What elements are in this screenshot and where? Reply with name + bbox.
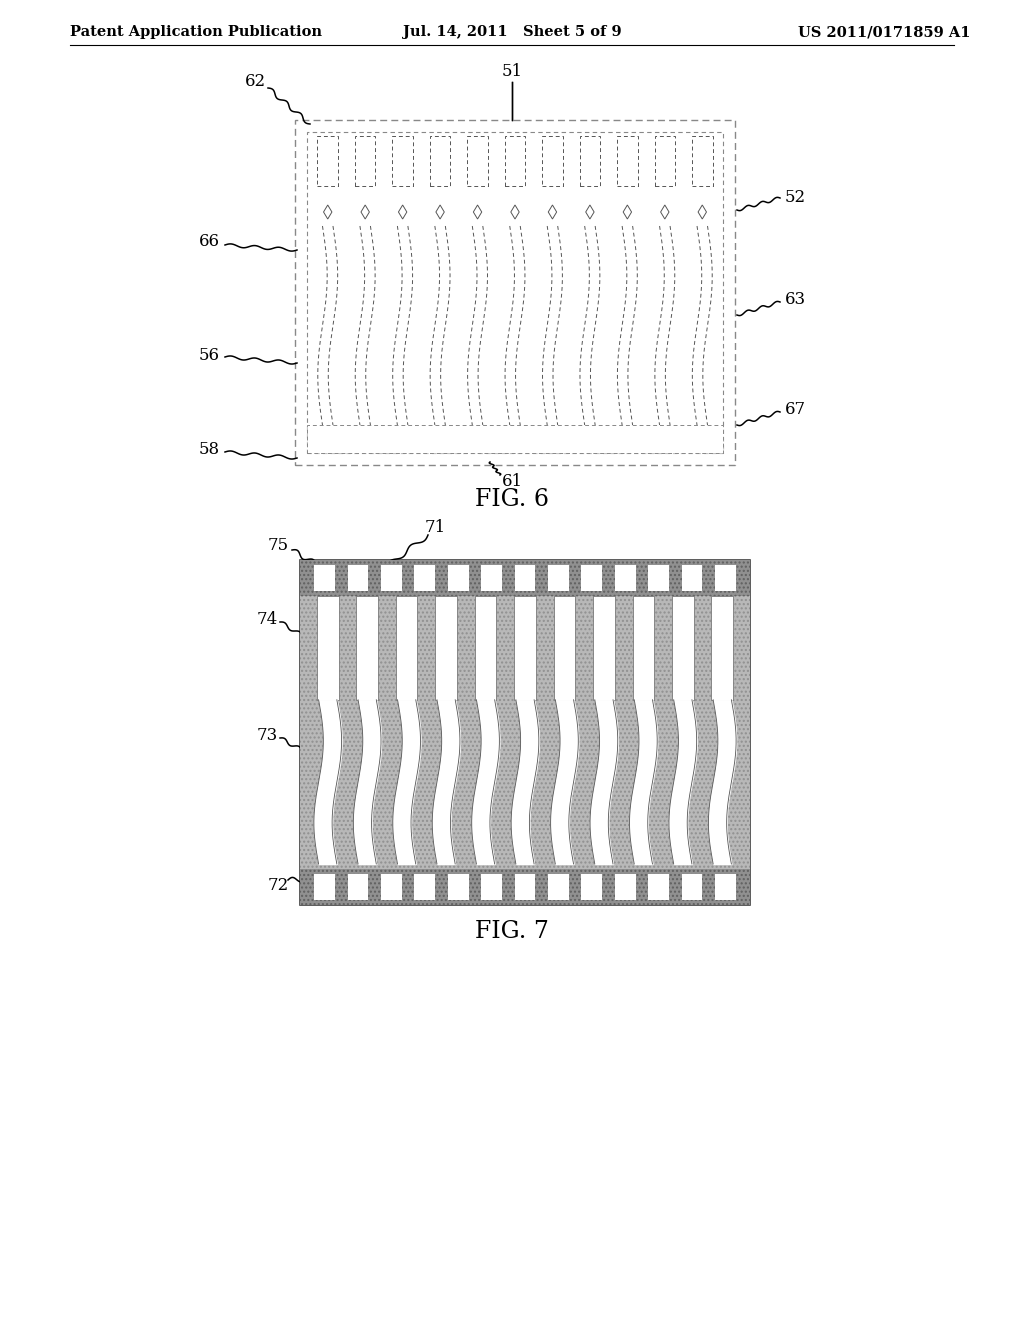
Bar bbox=[614, 565, 636, 591]
Bar bbox=[682, 874, 702, 900]
Bar bbox=[348, 874, 369, 900]
Bar bbox=[582, 874, 602, 900]
Text: 67: 67 bbox=[785, 401, 806, 418]
Bar bbox=[515, 874, 536, 900]
FancyBboxPatch shape bbox=[580, 136, 600, 186]
Bar bbox=[712, 597, 733, 700]
Bar bbox=[415, 565, 435, 591]
Bar bbox=[435, 597, 457, 700]
Text: 52: 52 bbox=[785, 190, 806, 206]
Bar bbox=[356, 597, 378, 700]
Bar bbox=[648, 874, 669, 900]
Text: 56: 56 bbox=[199, 346, 220, 363]
Bar bbox=[447, 565, 469, 591]
FancyBboxPatch shape bbox=[654, 136, 675, 186]
Bar bbox=[300, 597, 750, 869]
Text: FIG. 7: FIG. 7 bbox=[475, 920, 549, 944]
Bar bbox=[314, 565, 335, 591]
Bar bbox=[715, 565, 735, 591]
Bar bbox=[481, 565, 502, 591]
FancyBboxPatch shape bbox=[392, 136, 413, 186]
FancyBboxPatch shape bbox=[617, 136, 638, 186]
Bar bbox=[682, 565, 702, 591]
Bar bbox=[481, 874, 502, 900]
FancyBboxPatch shape bbox=[505, 136, 525, 186]
Bar bbox=[475, 597, 497, 700]
Bar bbox=[633, 597, 654, 700]
Text: 62: 62 bbox=[245, 74, 265, 91]
Bar bbox=[316, 597, 339, 700]
Bar bbox=[548, 565, 568, 591]
Text: 72: 72 bbox=[267, 876, 289, 894]
Bar bbox=[300, 560, 750, 597]
Text: 51: 51 bbox=[502, 63, 522, 81]
Bar bbox=[582, 565, 602, 591]
FancyBboxPatch shape bbox=[467, 136, 487, 186]
Bar bbox=[548, 874, 568, 900]
FancyBboxPatch shape bbox=[692, 136, 713, 186]
Bar bbox=[300, 560, 750, 597]
Bar bbox=[314, 874, 335, 900]
FancyBboxPatch shape bbox=[430, 136, 451, 186]
Bar bbox=[348, 565, 369, 591]
Bar bbox=[715, 874, 735, 900]
Text: 71: 71 bbox=[424, 520, 445, 536]
Bar bbox=[554, 597, 575, 700]
Bar bbox=[614, 874, 636, 900]
Bar bbox=[381, 874, 401, 900]
Bar bbox=[300, 869, 750, 906]
Bar bbox=[672, 597, 693, 700]
Text: Jul. 14, 2011   Sheet 5 of 9: Jul. 14, 2011 Sheet 5 of 9 bbox=[402, 25, 622, 40]
Bar bbox=[593, 597, 614, 700]
Bar bbox=[300, 560, 750, 906]
Bar bbox=[381, 565, 401, 591]
Bar bbox=[300, 597, 750, 869]
Bar bbox=[648, 565, 669, 591]
FancyBboxPatch shape bbox=[542, 136, 563, 186]
FancyBboxPatch shape bbox=[307, 425, 723, 453]
Bar bbox=[415, 874, 435, 900]
Text: 73: 73 bbox=[257, 726, 278, 743]
Text: 58: 58 bbox=[199, 441, 220, 458]
Text: 63: 63 bbox=[785, 292, 806, 309]
Text: 61: 61 bbox=[502, 474, 522, 491]
Text: Patent Application Publication: Patent Application Publication bbox=[70, 25, 322, 40]
Bar bbox=[447, 874, 469, 900]
FancyBboxPatch shape bbox=[355, 136, 376, 186]
Text: 75: 75 bbox=[267, 536, 289, 553]
Text: 74: 74 bbox=[257, 611, 278, 628]
Text: US 2011/0171859 A1: US 2011/0171859 A1 bbox=[798, 25, 970, 40]
Bar bbox=[300, 869, 750, 906]
Text: 66: 66 bbox=[199, 234, 220, 251]
Bar bbox=[514, 597, 536, 700]
Text: FIG. 6: FIG. 6 bbox=[475, 488, 549, 511]
Bar bbox=[515, 565, 536, 591]
Bar bbox=[300, 560, 750, 906]
FancyBboxPatch shape bbox=[317, 136, 338, 186]
Bar bbox=[396, 597, 418, 700]
